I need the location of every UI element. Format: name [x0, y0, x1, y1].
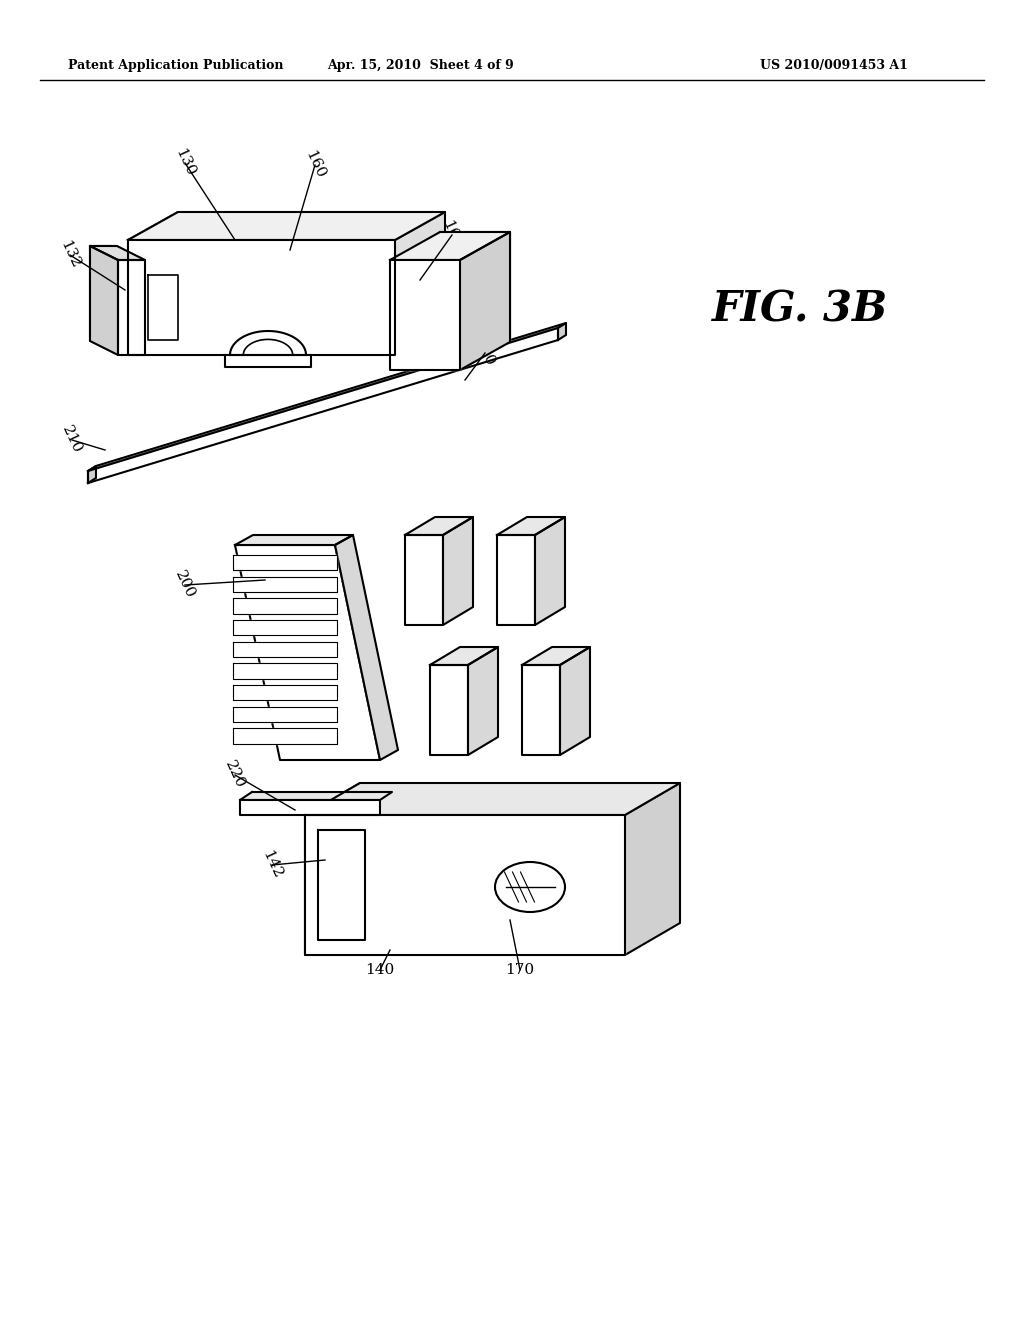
- Polygon shape: [233, 685, 337, 700]
- Polygon shape: [128, 213, 445, 240]
- Polygon shape: [90, 246, 117, 341]
- Polygon shape: [233, 729, 337, 743]
- Polygon shape: [88, 327, 558, 483]
- Text: 210: 210: [59, 424, 85, 457]
- Polygon shape: [430, 665, 468, 755]
- Polygon shape: [318, 830, 365, 940]
- Text: 220: 220: [222, 759, 248, 791]
- Polygon shape: [233, 577, 337, 591]
- Polygon shape: [522, 665, 560, 755]
- Text: 230: 230: [472, 337, 498, 370]
- Polygon shape: [406, 535, 443, 624]
- Text: Patent Application Publication: Patent Application Publication: [68, 58, 284, 71]
- Polygon shape: [233, 664, 337, 678]
- Polygon shape: [497, 517, 565, 535]
- Polygon shape: [148, 275, 178, 341]
- Polygon shape: [225, 355, 311, 367]
- Text: 160: 160: [302, 149, 328, 181]
- Polygon shape: [497, 535, 535, 624]
- Polygon shape: [90, 246, 145, 260]
- Polygon shape: [233, 554, 337, 570]
- Polygon shape: [233, 598, 337, 614]
- Polygon shape: [535, 517, 565, 624]
- Polygon shape: [558, 323, 566, 341]
- Polygon shape: [128, 240, 395, 355]
- Polygon shape: [560, 647, 590, 755]
- Text: 142: 142: [259, 849, 285, 882]
- Polygon shape: [88, 466, 96, 483]
- Polygon shape: [240, 800, 380, 814]
- Polygon shape: [390, 260, 460, 370]
- Polygon shape: [406, 517, 473, 535]
- Text: 162: 162: [439, 219, 465, 251]
- Polygon shape: [305, 783, 680, 814]
- Text: 132: 132: [57, 239, 83, 271]
- Polygon shape: [390, 232, 510, 260]
- Polygon shape: [460, 232, 510, 370]
- Text: FIG. 3B: FIG. 3B: [712, 289, 888, 331]
- Text: US 2010/0091453 A1: US 2010/0091453 A1: [760, 58, 908, 71]
- Polygon shape: [395, 213, 445, 355]
- Text: 130: 130: [172, 147, 198, 180]
- Ellipse shape: [495, 862, 565, 912]
- Polygon shape: [230, 331, 306, 355]
- Polygon shape: [240, 792, 392, 800]
- Text: Apr. 15, 2010  Sheet 4 of 9: Apr. 15, 2010 Sheet 4 of 9: [327, 58, 513, 71]
- Polygon shape: [118, 260, 145, 355]
- Text: 200: 200: [172, 569, 198, 601]
- Polygon shape: [233, 642, 337, 657]
- Polygon shape: [522, 647, 590, 665]
- Polygon shape: [233, 706, 337, 722]
- Polygon shape: [430, 647, 498, 665]
- Polygon shape: [233, 620, 337, 635]
- Polygon shape: [234, 545, 380, 760]
- Polygon shape: [128, 213, 178, 355]
- Text: 170: 170: [506, 964, 535, 977]
- Polygon shape: [305, 783, 360, 954]
- Polygon shape: [305, 814, 625, 954]
- Polygon shape: [468, 647, 498, 755]
- Polygon shape: [234, 535, 353, 545]
- Text: 140: 140: [366, 964, 394, 977]
- Polygon shape: [88, 323, 566, 471]
- Polygon shape: [443, 517, 473, 624]
- Polygon shape: [335, 535, 398, 760]
- Polygon shape: [440, 232, 510, 342]
- Polygon shape: [90, 246, 118, 355]
- Polygon shape: [625, 783, 680, 954]
